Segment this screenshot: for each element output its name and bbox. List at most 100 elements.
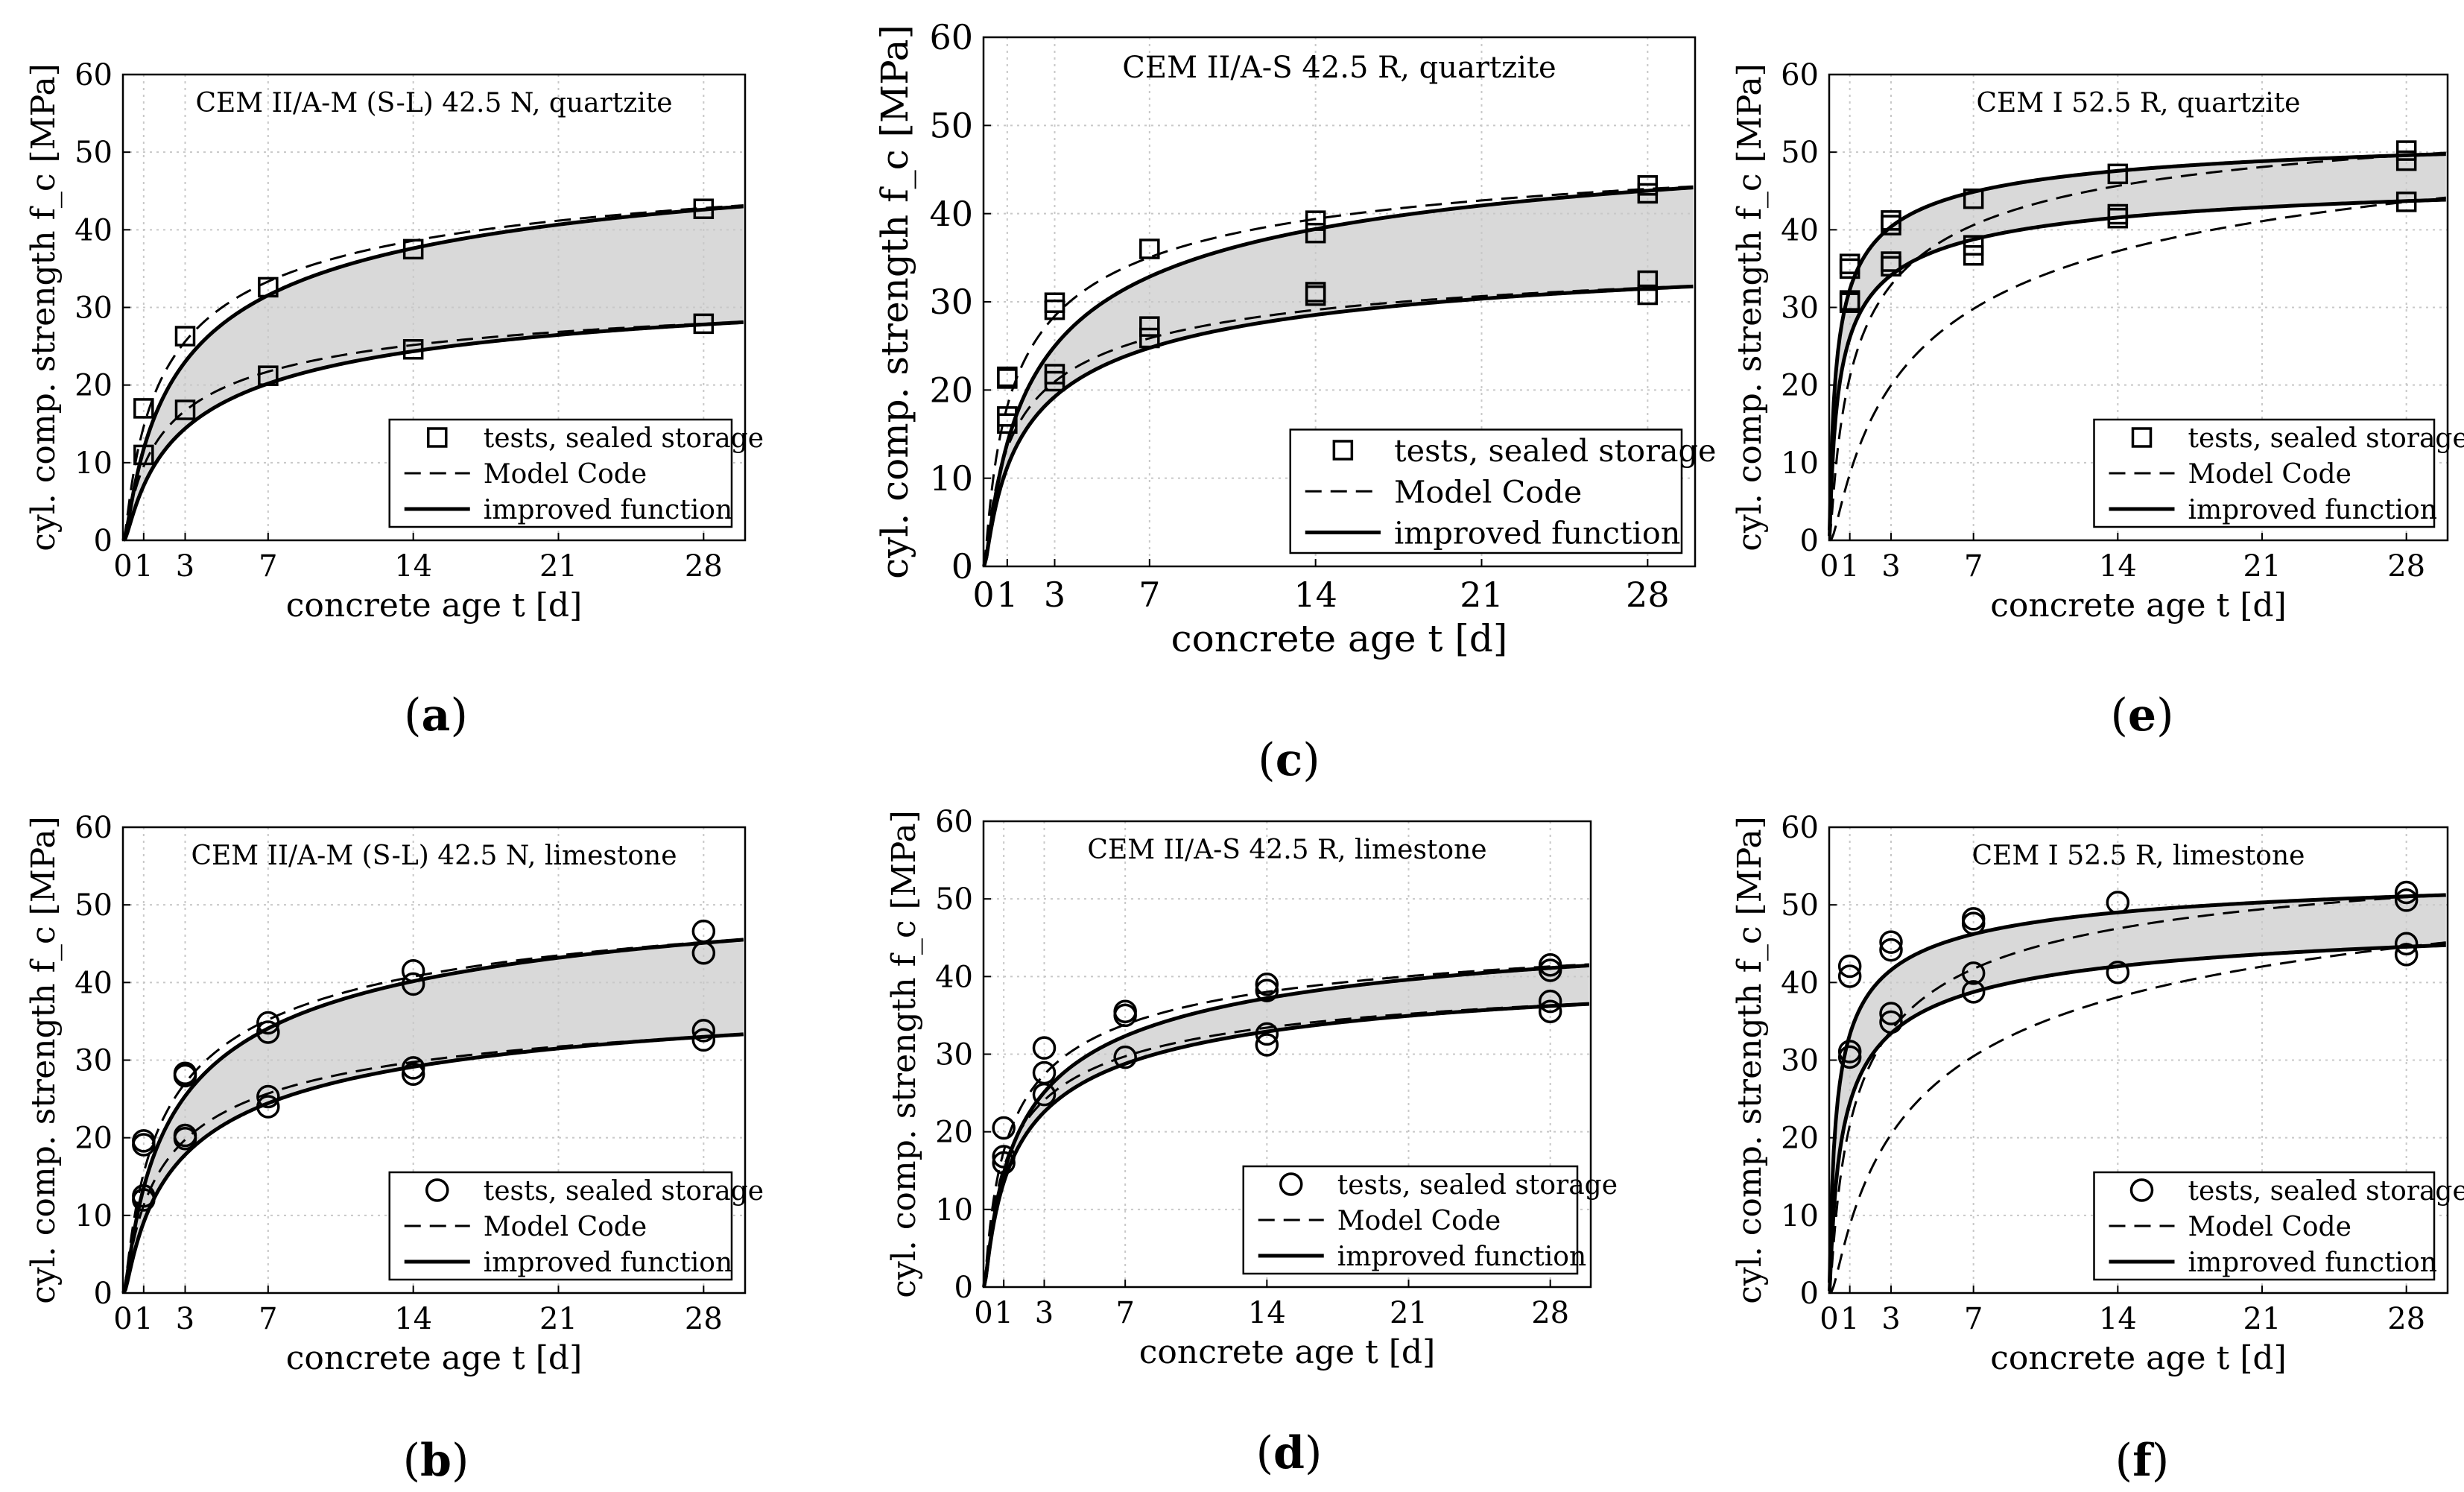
y-tick-label: 50 (935, 882, 973, 917)
x-tick-label: 14 (2099, 549, 2137, 584)
x-tick-label: 28 (1531, 1296, 1569, 1330)
model-code-upper-line (983, 185, 1694, 566)
improved-function-lower-line (1828, 943, 2446, 1292)
test-point-upper (1538, 958, 1562, 982)
test-point-upper (402, 238, 424, 260)
y-tick-label: 60 (75, 58, 113, 92)
y-tick-label: 20 (75, 369, 113, 403)
improved-function-upper-line (1828, 893, 2446, 1283)
legend-marker (2131, 427, 2153, 448)
y-tick-label: 10 (75, 446, 113, 481)
test-point-lower (1538, 989, 1562, 1014)
test-point-lower (1881, 251, 1901, 272)
y-tick-label: 10 (1781, 446, 1819, 481)
x-tick-label: 28 (2387, 549, 2425, 584)
chart-panel-e: 0 1 3 7 14 21 28 0 10 20 30 40 50 60 CEM I 52.5 R, qua… (1731, 58, 2464, 625)
improved-function-upper-line (982, 964, 1589, 1288)
legend-label: Model Code (1337, 1206, 1501, 1236)
test-point-upper (174, 326, 196, 347)
test-point-lower (132, 1184, 156, 1208)
y-tick-label: 10 (1781, 1199, 1819, 1233)
x-tick-label: 1 (134, 549, 153, 584)
test-point-upper (2107, 163, 2129, 185)
test-point-upper (1305, 210, 1326, 231)
test-point-lower (2394, 943, 2419, 967)
model-code-upper-line (122, 938, 744, 1294)
y-tick-label: 20 (1781, 369, 1819, 403)
chart-title: CEM II/A-S 42.5 R, quartzite (1122, 51, 1556, 85)
test-point-lower (256, 1084, 280, 1109)
test-point-upper (1255, 979, 1279, 1002)
test-point-upper (1879, 930, 1903, 954)
test-point-upper (997, 366, 1018, 388)
test-point-upper (1837, 964, 1862, 988)
y-tick-label: 40 (1781, 213, 1819, 247)
improved-function-lower-line (982, 1002, 1589, 1288)
x-tick-label: 0 (1820, 549, 1838, 584)
x-tick-label: 21 (1460, 575, 1504, 615)
model-code-upper-line (983, 963, 1589, 1287)
x-tick-label: 7 (1964, 549, 1983, 584)
x-tick-label: 1 (996, 575, 1018, 615)
chart-panel-c: 0 1 3 7 14 21 28 0 10 20 30 40 50 60 CEM II/A-S 42.5 R… (873, 17, 1717, 660)
panel-label-f: (f) (2115, 1435, 2170, 1487)
test-point-upper (401, 972, 425, 996)
y-tick-label: 20 (929, 370, 973, 410)
chart-title: CEM II/A-S 42.5 R, limestone (1087, 835, 1486, 865)
y-axis-label: cyl. comp. strength f_c [MPa] (1731, 816, 1769, 1304)
test-point-lower (1961, 980, 1986, 1004)
x-tick-label: 0 (113, 549, 132, 584)
y-axis-label: cyl. comp. strength f_c [MPa] (25, 63, 63, 551)
test-point-lower (1538, 999, 1562, 1023)
chart-title: CEM I 52.5 R, quartzite (1976, 88, 2300, 118)
test-point-upper (1837, 954, 1862, 979)
x-tick-label: 1 (1840, 549, 1859, 584)
test-point-upper (2394, 880, 2419, 905)
test-point-upper (173, 1061, 197, 1085)
test-point-lower (401, 1062, 425, 1086)
test-point-lower (173, 1123, 197, 1148)
chart-title: CEM I 52.5 R, limestone (1972, 841, 2305, 871)
x-tick-label: 0 (113, 1302, 132, 1336)
y-tick-label: 10 (935, 1193, 973, 1227)
test-point-lower (691, 1019, 716, 1043)
x-tick-label: 3 (176, 549, 194, 584)
y-tick-label: 0 (954, 1271, 973, 1305)
y-tick-label: 20 (935, 1116, 973, 1150)
test-point-upper (2106, 891, 2130, 914)
y-tick-label: 30 (929, 282, 973, 322)
test-point-upper (1879, 938, 1903, 962)
legend-marker (1332, 440, 1354, 461)
test-point-upper (132, 1129, 156, 1153)
chart-title: CEM II/A-M (S-L) 42.5 N, quartzite (195, 88, 672, 118)
y-tick-label: 50 (1781, 136, 1819, 170)
legend-label: Model Code (484, 459, 647, 490)
y-axis-label: cyl. comp. strength f_c [MPa] (1731, 63, 1769, 551)
y-tick-label: 0 (94, 524, 113, 558)
legend-label: Model Code (484, 1212, 647, 1242)
y-tick-label: 30 (75, 291, 113, 326)
test-point-lower (1255, 1022, 1279, 1046)
test-point-lower (1637, 284, 1659, 306)
test-point-lower (1113, 1045, 1137, 1069)
y-tick-label: 0 (1800, 1277, 1819, 1311)
panel-label-e: (e) (2110, 689, 2174, 742)
panel-label-b: (b) (402, 1435, 469, 1487)
test-point-lower (1839, 290, 1860, 311)
x-tick-label: 14 (2099, 1302, 2137, 1336)
test-point-upper (1139, 238, 1160, 259)
y-tick-label: 50 (929, 105, 973, 145)
legend-label: improved function (1337, 1242, 1586, 1272)
test-point-lower (174, 399, 196, 420)
improved-function-upper-line (121, 938, 744, 1294)
improved-function-upper-line (982, 186, 1694, 567)
y-tick-label: 40 (75, 213, 113, 247)
legend-label: tests, sealed storage (484, 423, 764, 454)
strength-band (984, 965, 1589, 1287)
chart-title: CEM II/A-M (S-L) 42.5 N, limestone (191, 841, 677, 871)
test-point-lower (2395, 192, 2417, 212)
legend-label: Model Code (2188, 1212, 2351, 1242)
strength-band (984, 187, 1694, 566)
legend-label: improved function (484, 1248, 732, 1278)
y-tick-label: 0 (951, 546, 973, 587)
